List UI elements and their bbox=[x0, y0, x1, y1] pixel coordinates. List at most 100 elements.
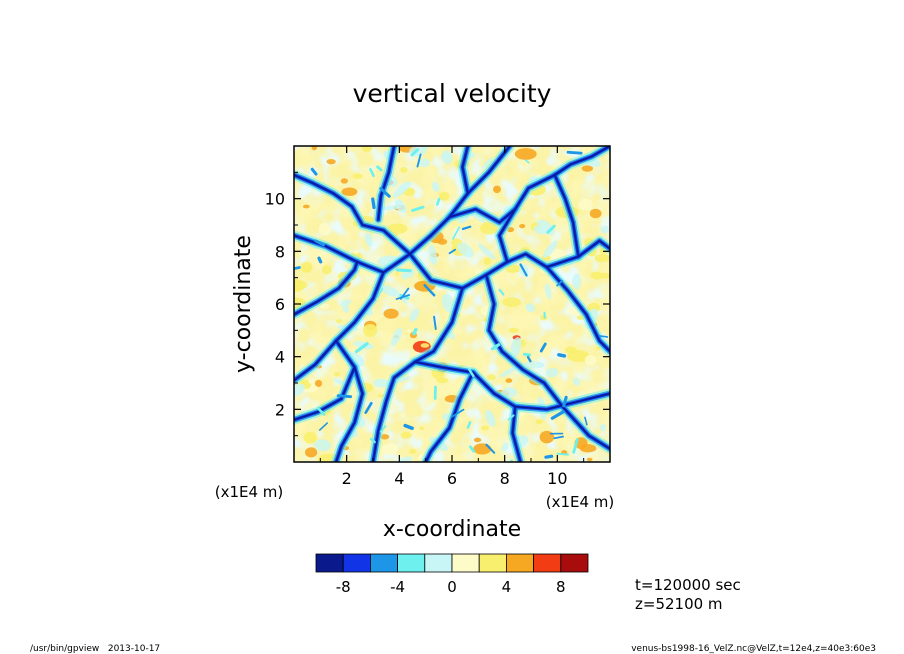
downdraft-filament bbox=[423, 284, 436, 297]
updraft-spot bbox=[539, 430, 555, 444]
updraft-spot bbox=[589, 208, 602, 219]
downdraft-lane bbox=[425, 371, 474, 462]
colorbar-swatch bbox=[315, 553, 344, 573]
downdraft-filament bbox=[544, 454, 554, 459]
weak-downdraft-patch bbox=[572, 377, 581, 386]
updraft-spot bbox=[590, 271, 604, 280]
updraft-spot bbox=[493, 185, 501, 194]
weak-downdraft-patch bbox=[409, 308, 420, 322]
downdraft-filament bbox=[546, 224, 556, 234]
updraft-spot bbox=[340, 178, 348, 184]
colorbar-swatch bbox=[533, 553, 562, 573]
y-axis-label: y-coordinate bbox=[231, 235, 256, 373]
downdraft-lane bbox=[414, 361, 610, 410]
time-annotation: t=120000 sec bbox=[635, 576, 741, 594]
updraft-spot bbox=[505, 264, 521, 273]
downdraft-filament bbox=[524, 159, 530, 164]
colorbar-swatch bbox=[369, 553, 398, 573]
updraft-spot bbox=[400, 431, 412, 439]
weak-downdraft-patch bbox=[525, 303, 536, 313]
updraft-spot bbox=[594, 253, 610, 263]
colorbar-swatch bbox=[505, 553, 534, 573]
updraft-spot bbox=[334, 372, 340, 377]
updraft-spot bbox=[300, 261, 313, 273]
updraft-spot bbox=[387, 223, 408, 234]
updraft-spot bbox=[294, 279, 306, 292]
weak-downdraft-patch bbox=[342, 305, 349, 313]
downdraft-filament bbox=[400, 287, 410, 300]
colorbar: -8 -4 0 4 8 bbox=[315, 553, 589, 596]
colorbar-swatch bbox=[478, 553, 507, 573]
downdraft-filament bbox=[317, 256, 323, 264]
updraft-spot bbox=[505, 378, 513, 383]
downdraft-filament bbox=[468, 368, 475, 378]
weak-downdraft-patch bbox=[600, 225, 609, 234]
updraft-spot bbox=[502, 297, 521, 308]
weak-downdraft-patch bbox=[523, 361, 545, 369]
downdraft-filament bbox=[416, 153, 422, 168]
downdraft-filament bbox=[371, 197, 376, 210]
weak-downdraft-patch bbox=[544, 283, 552, 300]
updraft-spot bbox=[473, 443, 492, 455]
downdraft-filament bbox=[448, 248, 457, 255]
downdraft-filament bbox=[490, 343, 501, 351]
downdraft-lane bbox=[294, 271, 385, 382]
updraft-spot bbox=[308, 378, 315, 384]
downdraft-filament bbox=[519, 263, 528, 277]
updraft-spot bbox=[381, 443, 399, 455]
downdraft-filament bbox=[485, 443, 496, 454]
downdraft-filament bbox=[553, 435, 564, 440]
downdraft-lane bbox=[448, 208, 516, 224]
x-unit-label: (x1E4 m) bbox=[546, 493, 615, 511]
downdraft-filament bbox=[354, 342, 369, 354]
updraft-spot bbox=[508, 327, 520, 334]
weak-downdraft-patch bbox=[533, 225, 545, 235]
colorbar-tick-label: -8 bbox=[336, 578, 351, 596]
x-tick-label: 6 bbox=[447, 469, 457, 488]
downdraft-filament bbox=[379, 425, 387, 433]
updraft-spot bbox=[519, 224, 526, 229]
colorbar-tick-label: 4 bbox=[502, 578, 512, 596]
updraft-spot bbox=[587, 302, 601, 313]
weak-downdraft-patch bbox=[477, 243, 496, 260]
downdraft-filament bbox=[310, 167, 318, 176]
downdraft-lane bbox=[294, 174, 411, 255]
downdraft-filament bbox=[452, 226, 461, 240]
colorbar-tick-label: 0 bbox=[447, 578, 457, 596]
updraft-spot bbox=[326, 158, 336, 165]
y-tick-label: 10 bbox=[265, 190, 285, 209]
updraft-spot bbox=[514, 148, 537, 160]
updraft-spot bbox=[586, 457, 593, 462]
updraft-spot bbox=[584, 354, 597, 366]
updraft-spot bbox=[578, 198, 593, 211]
weak-downdraft-patch bbox=[482, 157, 493, 170]
y-unit-label: (x1E4 m) bbox=[215, 483, 284, 501]
updraft-spot bbox=[318, 223, 332, 236]
downdraft-filament bbox=[369, 168, 375, 178]
downdraft-lane bbox=[377, 146, 395, 221]
updraft-spot bbox=[565, 346, 577, 354]
y-tick-label: 4 bbox=[275, 348, 285, 367]
downdraft-filament bbox=[461, 225, 472, 231]
x-tick-label: 2 bbox=[342, 469, 352, 488]
updraft-spot bbox=[420, 343, 430, 348]
updraft-spot bbox=[311, 146, 318, 151]
downdraft-filament bbox=[572, 438, 579, 454]
weak-downdraft-patch bbox=[501, 442, 509, 452]
downdraft-filament bbox=[550, 410, 565, 420]
weak-downdraft-patch bbox=[364, 232, 373, 247]
updraft-spot bbox=[303, 431, 317, 444]
weak-downdraft-patch bbox=[340, 299, 352, 307]
updraft-spot bbox=[480, 425, 490, 431]
updraft-spot bbox=[486, 374, 496, 381]
y-tick-label: 8 bbox=[275, 242, 285, 261]
downdraft-filament bbox=[294, 266, 301, 271]
weak-downdraft-patch bbox=[373, 378, 391, 388]
downdraft-filament bbox=[450, 408, 465, 418]
downdraft-lane bbox=[409, 240, 610, 289]
downdraft-lane bbox=[294, 366, 356, 421]
colorbar-swatch bbox=[397, 553, 426, 573]
downdraft-filament bbox=[411, 205, 425, 213]
updraft-spot bbox=[579, 444, 597, 453]
